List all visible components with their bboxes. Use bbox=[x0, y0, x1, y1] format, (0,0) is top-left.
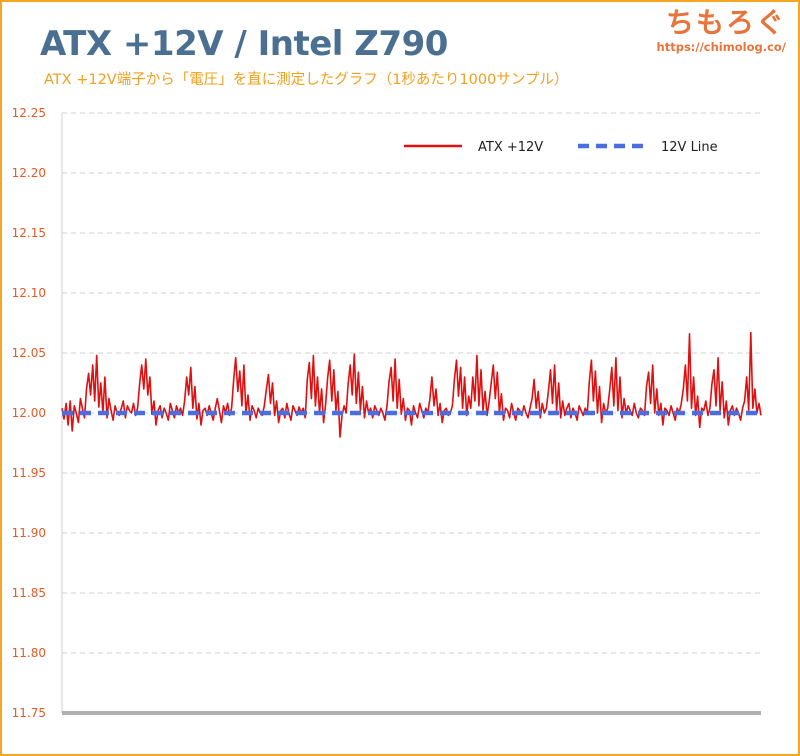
y-tick-label: 11.90 bbox=[12, 526, 46, 540]
y-tick-label: 11.80 bbox=[12, 646, 46, 660]
y-tick-label: 12.15 bbox=[12, 226, 46, 240]
y-tick-label: 12.20 bbox=[12, 166, 46, 180]
y-tick-label: 11.85 bbox=[12, 586, 46, 600]
y-tick-label: 11.75 bbox=[12, 706, 46, 720]
brand-url: https://chimolog.co/ bbox=[656, 40, 786, 54]
y-tick-label: 12.25 bbox=[12, 106, 46, 120]
brand-logo[interactable]: ちもろぐ https://chimolog.co/ bbox=[657, 6, 786, 54]
y-tick-label: 12.10 bbox=[12, 286, 46, 300]
chart-title: ATX +12V / Intel Z790 bbox=[40, 24, 448, 64]
series-atx-12v bbox=[61, 331, 762, 438]
y-tick-label: 12.05 bbox=[12, 346, 46, 360]
brand-name: ちもろぐ bbox=[665, 6, 786, 39]
legend-label-atx: ATX +12V bbox=[478, 140, 543, 155]
legend: ATX +12V 12V Line bbox=[404, 140, 718, 155]
y-tick-label: 12.00 bbox=[12, 406, 46, 420]
series-layer bbox=[61, 331, 762, 438]
y-axis-ticks: 12.25 12.20 12.15 12.10 12.05 12.00 11.95 11.90… bbox=[12, 106, 46, 720]
y-tick-label: 11.95 bbox=[12, 466, 46, 480]
chart-subtitle: ATX +12V端子から「電圧」を直に測定したグラフ（1秒あたり1000サンプル… bbox=[44, 72, 569, 88]
legend-label-12v-line: 12V Line bbox=[661, 140, 718, 155]
